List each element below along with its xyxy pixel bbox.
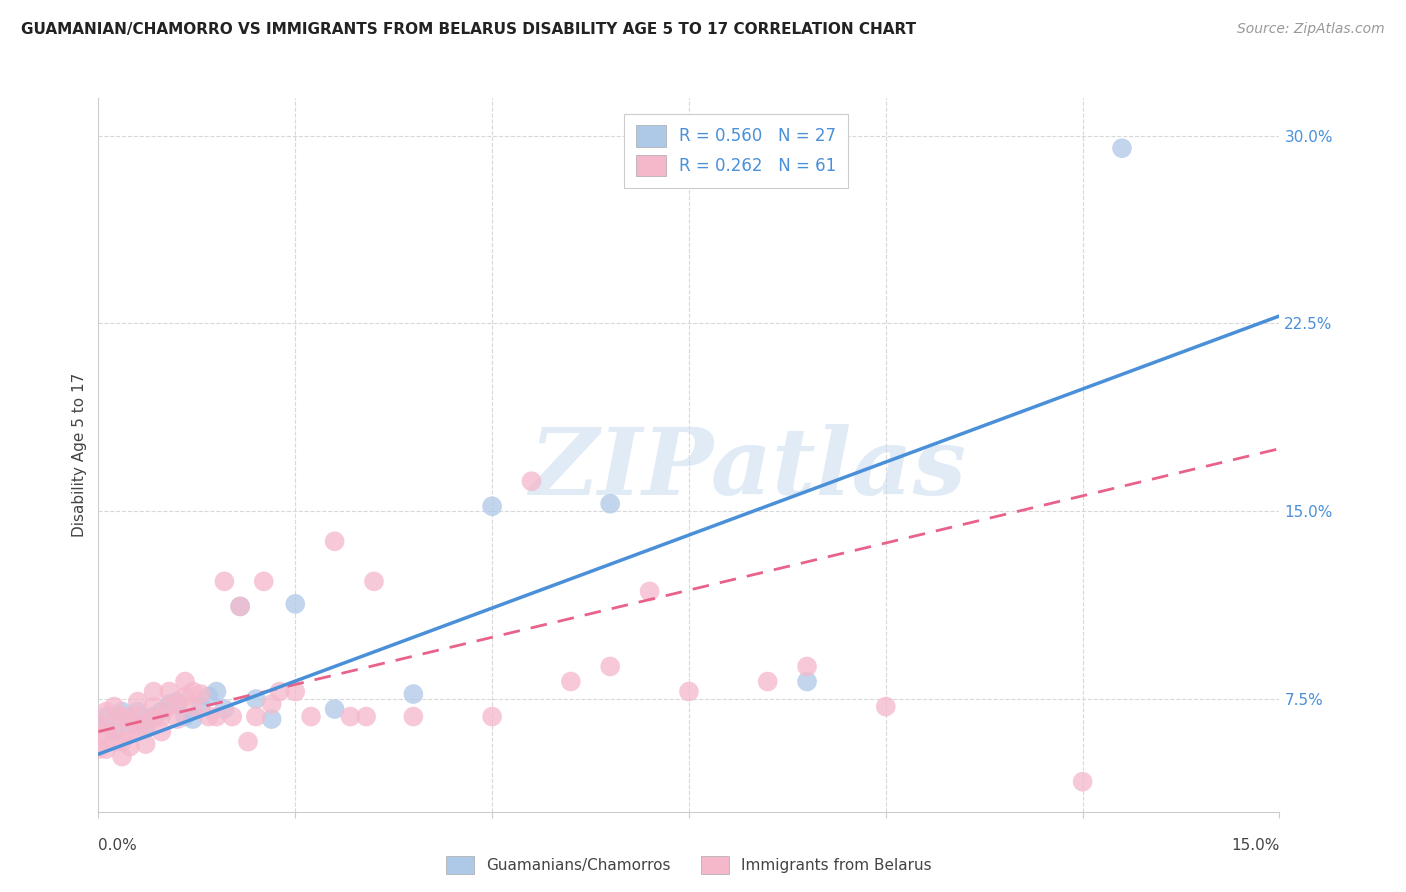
Point — [174, 690, 197, 704]
Point — [111, 705, 134, 719]
Point — [118, 717, 141, 731]
Point — [118, 724, 141, 739]
Point — [118, 709, 141, 723]
Text: Source: ZipAtlas.com: Source: ZipAtlas.com — [1237, 22, 1385, 37]
Point — [181, 712, 204, 726]
Point — [103, 734, 125, 748]
Point — [323, 534, 346, 549]
Point — [875, 699, 897, 714]
Point — [87, 730, 110, 744]
Point — [181, 684, 204, 698]
Text: GUAMANIAN/CHAMORRO VS IMMIGRANTS FROM BELARUS DISABILITY AGE 5 TO 17 CORRELATION: GUAMANIAN/CHAMORRO VS IMMIGRANTS FROM BE… — [21, 22, 917, 37]
Point — [1071, 774, 1094, 789]
Point — [142, 709, 165, 723]
Point — [402, 709, 425, 723]
Point — [142, 712, 165, 726]
Point — [481, 709, 503, 723]
Point — [103, 717, 125, 731]
Point — [197, 709, 219, 723]
Point — [157, 684, 180, 698]
Point — [253, 574, 276, 589]
Point — [96, 724, 118, 739]
Point — [599, 497, 621, 511]
Point — [166, 712, 188, 726]
Point — [174, 674, 197, 689]
Point — [638, 584, 661, 599]
Point — [481, 500, 503, 514]
Point — [150, 705, 173, 719]
Point — [150, 724, 173, 739]
Point — [229, 599, 252, 614]
Point — [127, 694, 149, 708]
Point — [197, 690, 219, 704]
Point — [299, 709, 322, 723]
Point — [236, 734, 259, 748]
Point — [205, 709, 228, 723]
Point — [339, 709, 361, 723]
Text: ZIPatlas: ZIPatlas — [530, 425, 966, 514]
Y-axis label: Disability Age 5 to 17: Disability Age 5 to 17 — [72, 373, 87, 537]
Point — [1111, 141, 1133, 155]
Point — [135, 717, 157, 731]
Point — [221, 709, 243, 723]
Point — [260, 697, 283, 711]
Point — [111, 709, 134, 723]
Point — [174, 709, 197, 723]
Point — [796, 659, 818, 673]
Point — [190, 687, 212, 701]
Point — [127, 709, 149, 723]
Point — [118, 739, 141, 754]
Point — [96, 709, 118, 723]
Point — [214, 574, 236, 589]
Point — [135, 737, 157, 751]
Point — [157, 699, 180, 714]
Point — [678, 684, 700, 698]
Text: 0.0%: 0.0% — [98, 838, 138, 854]
Point — [166, 694, 188, 708]
Point — [190, 699, 212, 714]
Point — [245, 692, 267, 706]
Point — [284, 684, 307, 698]
Point — [260, 712, 283, 726]
Point — [111, 749, 134, 764]
Point — [96, 705, 118, 719]
Point — [111, 734, 134, 748]
Point — [229, 599, 252, 614]
Legend: Guamanians/Chamorros, Immigrants from Belarus: Guamanians/Chamorros, Immigrants from Be… — [440, 850, 938, 880]
Point — [354, 709, 377, 723]
Point — [142, 684, 165, 698]
Point — [363, 574, 385, 589]
Point — [796, 674, 818, 689]
Point — [520, 474, 543, 488]
Point — [402, 687, 425, 701]
Point — [599, 659, 621, 673]
Point — [87, 717, 110, 731]
Point — [245, 709, 267, 723]
Point — [150, 709, 173, 723]
Point — [103, 724, 125, 739]
Text: 15.0%: 15.0% — [1232, 838, 1279, 854]
Point — [181, 699, 204, 714]
Point — [157, 697, 180, 711]
Point — [269, 684, 291, 698]
Point — [127, 705, 149, 719]
Point — [214, 702, 236, 716]
Point — [87, 717, 110, 731]
Point — [87, 742, 110, 756]
Point — [96, 742, 118, 756]
Point — [756, 674, 779, 689]
Point — [142, 699, 165, 714]
Point — [135, 722, 157, 736]
Point — [166, 697, 188, 711]
Legend: R = 0.560   N = 27, R = 0.262   N = 61: R = 0.560 N = 27, R = 0.262 N = 61 — [624, 113, 848, 188]
Point — [560, 674, 582, 689]
Point — [205, 684, 228, 698]
Point — [103, 699, 125, 714]
Point — [127, 724, 149, 739]
Point — [323, 702, 346, 716]
Point — [284, 597, 307, 611]
